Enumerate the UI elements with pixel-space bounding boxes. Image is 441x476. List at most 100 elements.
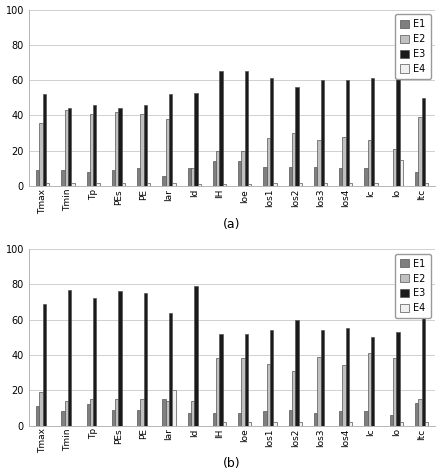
Bar xyxy=(213,413,216,426)
Bar xyxy=(112,170,115,186)
Bar xyxy=(324,183,327,186)
Bar xyxy=(415,403,418,426)
Bar xyxy=(292,371,295,426)
Bar xyxy=(321,80,324,186)
Bar xyxy=(248,184,251,186)
Bar xyxy=(140,399,144,426)
Bar xyxy=(188,413,191,426)
Bar xyxy=(169,313,172,426)
Bar xyxy=(343,366,346,426)
Bar xyxy=(97,183,100,186)
Bar xyxy=(198,184,201,186)
Bar xyxy=(346,328,349,426)
Bar xyxy=(71,183,75,186)
Bar xyxy=(295,319,299,426)
Bar xyxy=(86,404,90,426)
Bar xyxy=(289,167,292,186)
Bar xyxy=(115,112,119,186)
Bar xyxy=(90,114,93,186)
Bar xyxy=(263,411,267,426)
Bar xyxy=(86,172,90,186)
Bar xyxy=(314,413,317,426)
Bar xyxy=(65,110,68,186)
Bar xyxy=(400,159,403,186)
Bar xyxy=(115,399,119,426)
Bar xyxy=(172,183,176,186)
Bar xyxy=(213,161,216,186)
Legend: E1, E2, E3, E4: E1, E2, E3, E4 xyxy=(395,254,430,318)
Bar xyxy=(162,399,166,426)
Bar xyxy=(368,140,371,186)
Bar xyxy=(321,330,324,426)
Bar xyxy=(292,133,295,186)
Bar xyxy=(137,169,140,186)
Bar xyxy=(166,401,169,426)
Bar xyxy=(242,358,245,426)
Bar xyxy=(299,183,302,186)
Bar xyxy=(144,293,147,426)
Bar xyxy=(93,298,97,426)
Bar xyxy=(317,357,321,426)
Bar xyxy=(273,183,277,186)
Bar xyxy=(220,71,223,186)
Bar xyxy=(267,139,270,186)
Bar xyxy=(425,422,428,426)
Bar xyxy=(390,415,393,426)
Bar xyxy=(368,353,371,426)
Bar xyxy=(147,183,150,186)
X-axis label: (a): (a) xyxy=(224,218,241,231)
Bar xyxy=(299,422,302,426)
Bar xyxy=(339,411,343,426)
Bar xyxy=(270,79,273,186)
Bar xyxy=(144,105,147,186)
Bar xyxy=(314,167,317,186)
Legend: E1, E2, E3, E4: E1, E2, E3, E4 xyxy=(395,14,430,79)
Bar xyxy=(140,114,144,186)
Bar xyxy=(339,169,343,186)
Bar xyxy=(188,169,191,186)
Bar xyxy=(119,291,122,426)
Bar xyxy=(273,422,277,426)
Bar xyxy=(295,87,299,186)
Bar xyxy=(112,410,115,426)
Bar xyxy=(270,330,273,426)
Bar xyxy=(415,172,418,186)
Bar xyxy=(36,170,39,186)
Bar xyxy=(68,109,71,186)
Bar xyxy=(43,304,46,426)
Bar xyxy=(169,94,172,186)
Bar xyxy=(343,137,346,186)
Bar xyxy=(223,184,226,186)
Bar xyxy=(46,183,49,186)
Bar xyxy=(393,358,396,426)
Bar xyxy=(245,71,248,186)
Bar xyxy=(242,151,245,186)
Bar xyxy=(422,98,425,186)
Bar xyxy=(191,169,194,186)
X-axis label: (b): (b) xyxy=(223,457,241,470)
Bar xyxy=(396,332,400,426)
Bar xyxy=(65,401,68,426)
Bar xyxy=(289,410,292,426)
Bar xyxy=(364,411,368,426)
Bar xyxy=(349,183,352,186)
Bar xyxy=(191,401,194,426)
Bar xyxy=(317,140,321,186)
Bar xyxy=(396,75,400,186)
Bar xyxy=(137,410,140,426)
Bar xyxy=(400,422,403,426)
Bar xyxy=(371,79,374,186)
Bar xyxy=(220,334,223,426)
Bar xyxy=(393,149,396,186)
Bar xyxy=(39,122,43,186)
Bar xyxy=(43,94,46,186)
Bar xyxy=(172,390,176,426)
Bar xyxy=(90,399,93,426)
Bar xyxy=(166,119,169,186)
Bar xyxy=(194,92,198,186)
Bar xyxy=(263,167,267,186)
Bar xyxy=(346,80,349,186)
Bar xyxy=(418,399,422,426)
Bar xyxy=(36,406,39,426)
Bar xyxy=(61,411,65,426)
